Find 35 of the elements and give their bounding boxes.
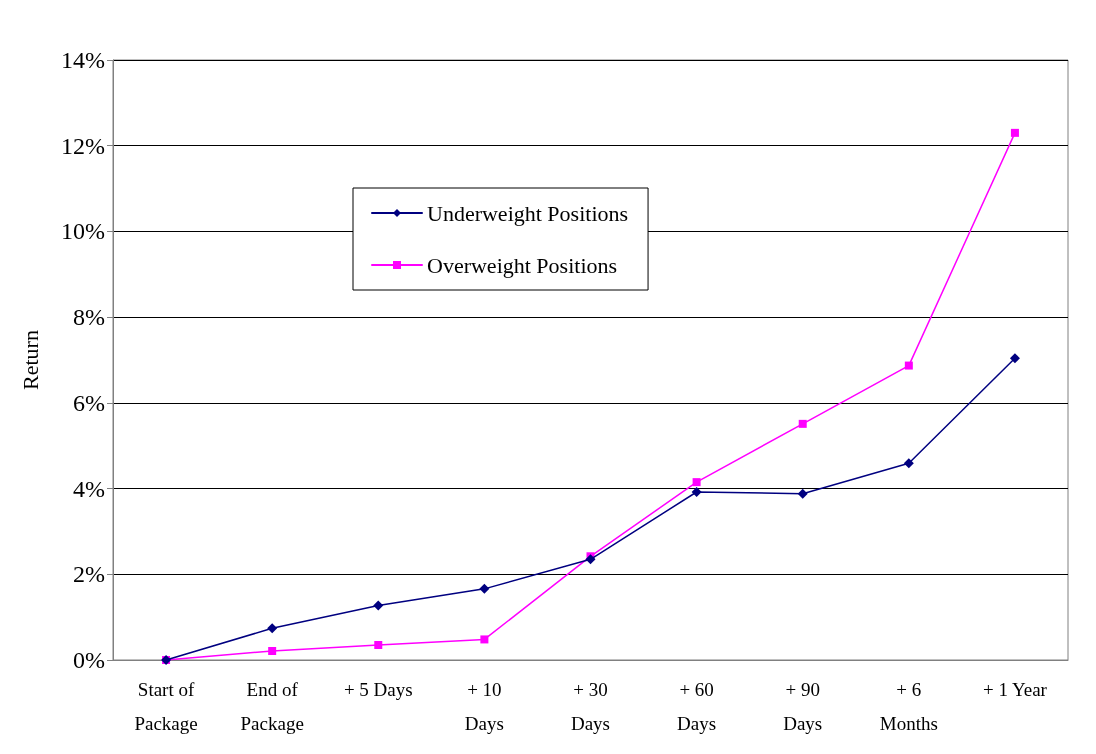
y-tick-label: 2% xyxy=(73,561,105,588)
point xyxy=(903,458,914,469)
y-tick-label: 12% xyxy=(61,132,105,159)
point xyxy=(1009,353,1020,364)
y-tick-label: 14% xyxy=(61,47,105,73)
point xyxy=(373,600,384,611)
point xyxy=(798,419,807,428)
point xyxy=(692,478,701,487)
point xyxy=(585,554,596,565)
point xyxy=(1010,128,1019,137)
y-tick-label: 0% xyxy=(73,647,105,673)
y-axis-title: Return xyxy=(17,330,43,390)
point xyxy=(904,361,913,370)
y-tick-label: 8% xyxy=(73,304,105,331)
point xyxy=(797,488,808,499)
legend-label: Underweight Positions xyxy=(427,200,629,226)
point xyxy=(480,635,489,644)
y-tick-label: 6% xyxy=(73,389,105,416)
x-tick-label: End of Package xyxy=(240,678,304,734)
point xyxy=(268,647,277,655)
point xyxy=(691,487,702,497)
y-tick-label: 10% xyxy=(61,218,105,245)
x-tick-label: + 1 Year xyxy=(982,678,1048,700)
x-tick-label: + 90 Days xyxy=(783,678,823,734)
x-tick-label: + 6 Months xyxy=(879,678,938,734)
point xyxy=(374,641,383,649)
x-tick-label: + 10 Days xyxy=(464,678,504,734)
legend-label: Overweight Positions xyxy=(427,252,618,278)
x-tick-label: + 5 Days xyxy=(343,678,413,700)
x-tick-label: + 60 Days xyxy=(677,678,717,734)
x-tick-label: Start of Package xyxy=(134,678,198,734)
point xyxy=(479,583,490,594)
x-tick-label: + 30 Days xyxy=(570,678,611,734)
y-tick-label: 4% xyxy=(73,475,105,502)
point xyxy=(267,623,278,634)
